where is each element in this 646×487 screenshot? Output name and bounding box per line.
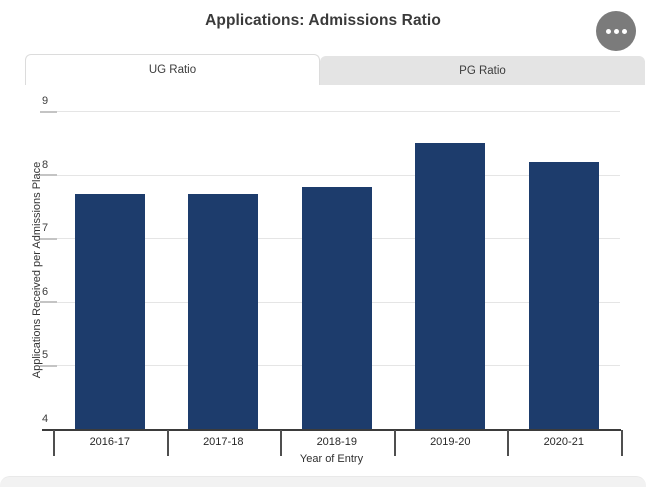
ellipsis-icon — [621, 28, 627, 34]
gridline — [42, 111, 620, 112]
more-options-button[interactable] — [596, 11, 636, 51]
bar[interactable] — [301, 187, 372, 429]
y-tick-label: 7 — [41, 222, 49, 235]
y-tick-mark — [40, 237, 57, 240]
ellipsis-icon — [613, 28, 619, 34]
tab-pg-ratio[interactable]: PG Ratio — [320, 56, 645, 85]
gridline — [42, 174, 620, 176]
x-tick-label: 2018-19 — [316, 436, 357, 448]
page-title: Applications: Admissions Ratio — [205, 12, 441, 29]
y-tick-label: 4 — [41, 413, 49, 425]
y-axis-title: Applications Received per Admissions Pla… — [31, 161, 43, 379]
y-tick-mark — [40, 110, 57, 113]
bar[interactable] — [188, 193, 259, 429]
next-section-strip — [0, 476, 646, 487]
y-tick-mark — [40, 301, 57, 304]
y-tick-label: 6 — [41, 285, 49, 298]
x-tick-label: 2016-17 — [89, 436, 130, 448]
category-divider — [53, 430, 55, 456]
x-tick-label: 2019-20 — [430, 436, 471, 448]
y-tick-label: 5 — [41, 349, 49, 362]
x-tick-label: 2020-21 — [543, 436, 584, 448]
tab-ug-ratio[interactable]: UG Ratio — [25, 54, 320, 85]
x-axis-title: Year of Entry — [299, 453, 364, 465]
bar[interactable] — [528, 161, 599, 429]
bar[interactable] — [74, 193, 145, 429]
category-divider — [507, 430, 509, 456]
y-tick-mark — [40, 364, 57, 367]
x-tick-label: 2017-18 — [203, 436, 244, 448]
x-axis-line — [42, 429, 621, 431]
y-tick-label: 8 — [41, 158, 49, 171]
y-tick-label: 9 — [41, 95, 49, 107]
category-divider — [393, 430, 396, 456]
category-divider — [620, 430, 623, 456]
bar[interactable] — [415, 142, 486, 429]
ellipsis-icon — [605, 28, 611, 34]
category-divider — [166, 430, 169, 456]
y-tick-mark — [40, 174, 57, 177]
category-divider — [280, 430, 282, 456]
